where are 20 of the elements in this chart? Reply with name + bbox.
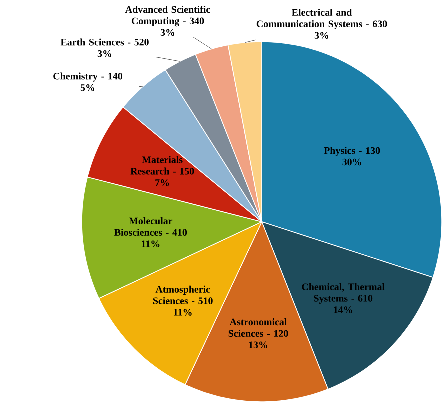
data-label: 30% bbox=[342, 158, 362, 166]
data-label: 3% bbox=[314, 32, 329, 39]
data-label: 3% bbox=[98, 50, 112, 58]
slice-label: Advanced Scientific Computing - 340 bbox=[125, 6, 210, 27]
slice-label: Earth Sciences - 520 bbox=[60, 38, 149, 46]
data-label: 11% bbox=[142, 240, 160, 248]
slice-label: Electrical and Communication Systems - 630 bbox=[256, 9, 388, 30]
slice-label: Materials Research - 150 bbox=[130, 156, 194, 175]
slice-label: Chemistry - 140 bbox=[54, 72, 122, 82]
data-label: 5% bbox=[80, 84, 95, 92]
data-label: 7% bbox=[156, 180, 170, 186]
slice-label: Atmospheric Sciences - 510 bbox=[153, 286, 213, 304]
data-label: 11% bbox=[174, 309, 192, 316]
data-label: 14% bbox=[334, 306, 352, 314]
slice-label: Molecular Biosciences - 410 bbox=[114, 218, 188, 236]
slice-label: Chemical, Thermal Systems - 610 bbox=[302, 283, 385, 304]
slice-label: Astronomical Sciences - 120 bbox=[228, 318, 288, 338]
data-label: 3% bbox=[160, 29, 175, 36]
slice-label: Physics - 130 bbox=[324, 147, 380, 156]
data-label: 13% bbox=[249, 342, 268, 349]
